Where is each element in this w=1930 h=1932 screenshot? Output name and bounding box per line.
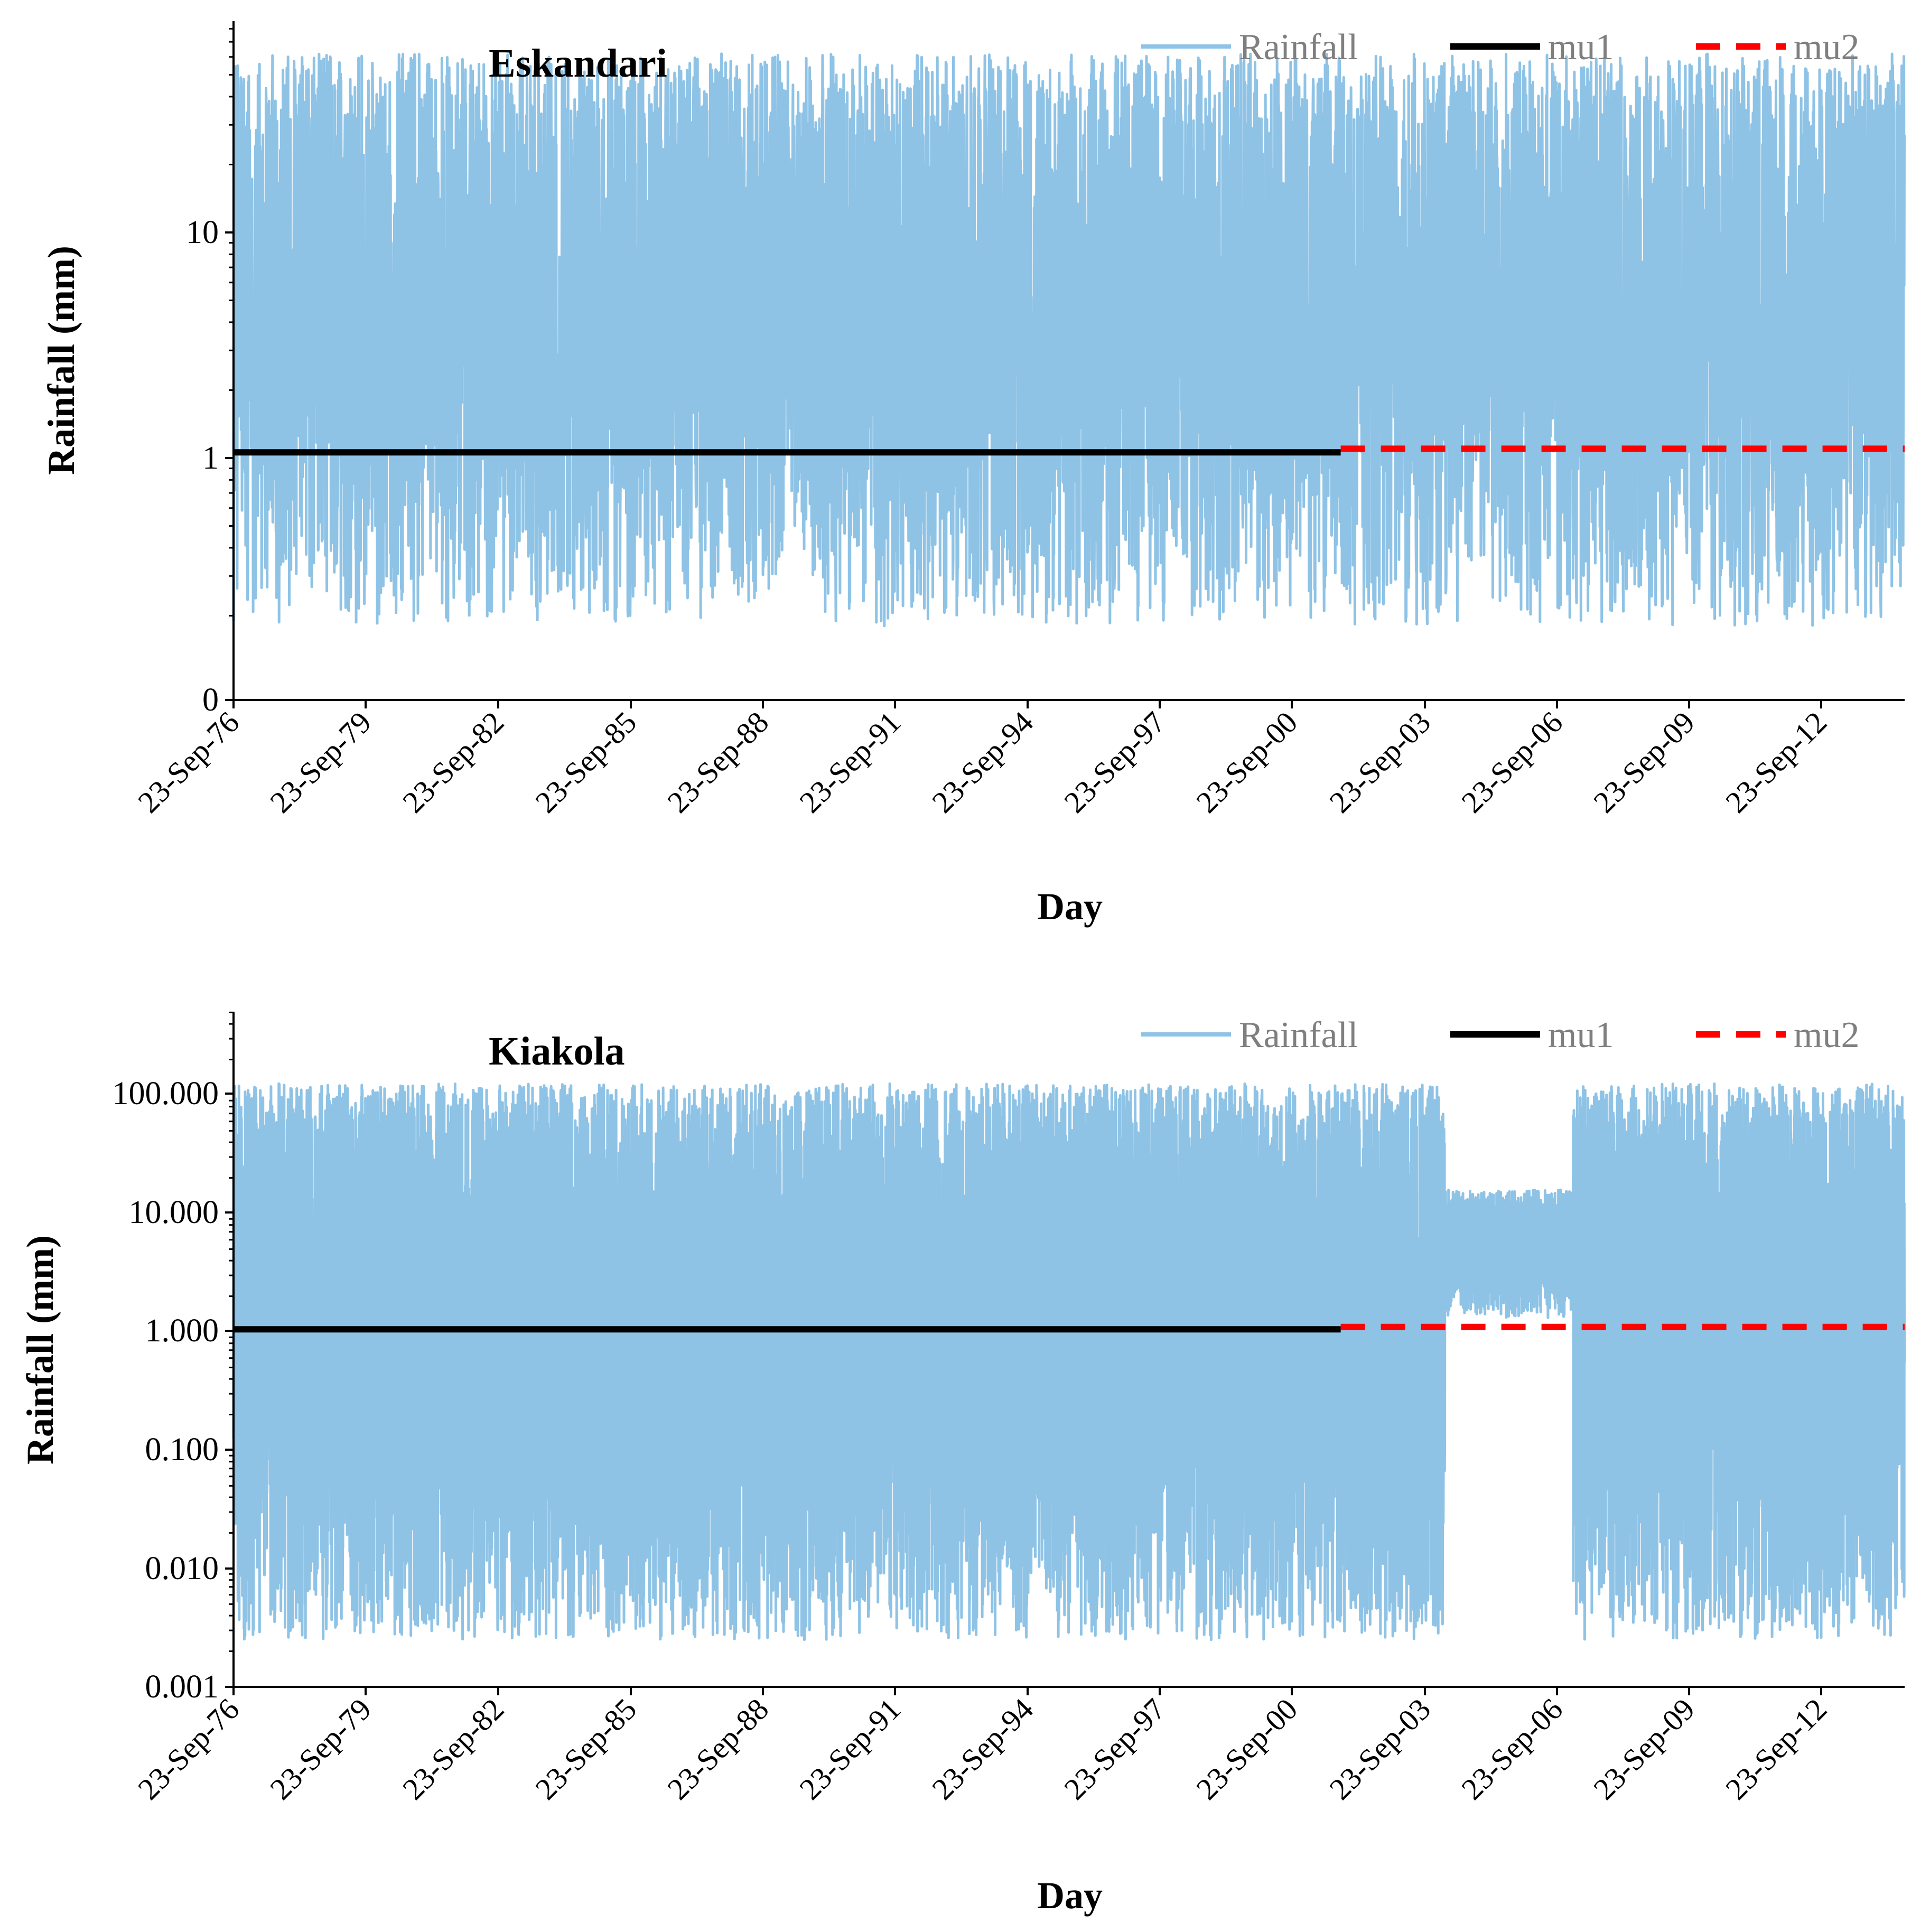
kiakola-legend-mu1-label: mu1 — [1548, 1015, 1614, 1056]
kiakola-y-tick-label: 0.001 — [145, 1669, 219, 1705]
kiakola-x-tick-label: 23-Sep-06 — [1455, 1692, 1569, 1806]
kiakola-y-axis-title: Rainfall (mm) — [19, 1235, 61, 1464]
eskandari-rainfall-path — [232, 52, 1906, 628]
kiakola-x-tick-label: 23-Sep-82 — [396, 1692, 510, 1806]
eskandari-legend-mu2-label: mu2 — [1794, 27, 1859, 68]
eskandari-x-tick-label: 23-Sep-85 — [528, 705, 643, 819]
eskandari-x-tick-label: 23-Sep-91 — [792, 705, 907, 819]
eskandari-x-tick-label: 23-Sep-12 — [1719, 705, 1833, 819]
kiakola-y-tick-label: 0.100 — [145, 1432, 219, 1468]
kiakola-legend-mu2-label: mu2 — [1794, 1015, 1859, 1056]
kiakola-x-tick-label: 23-Sep-91 — [792, 1692, 907, 1806]
kiakola-y-tick-label: 10.000 — [129, 1194, 219, 1230]
eskandari-x-tick-label: 23-Sep-06 — [1455, 705, 1569, 819]
kiakola-x-tick-label: 23-Sep-88 — [660, 1692, 775, 1806]
eskandari-legend-rainfall-label: Rainfall — [1239, 27, 1358, 68]
kiakola-x-tick-label: 23-Sep-94 — [925, 1692, 1040, 1806]
eskandari-y-tick-label: 0 — [202, 682, 219, 718]
kiakola-chart: 0.001 0.010 0.100 1.000 10.000 100.000 23-Sep… — [19, 1011, 1906, 1917]
kiakola-legend: Rainfall mu1 mu2 — [1141, 1015, 1859, 1056]
kiakola-x-tick-label: 23-Sep-00 — [1189, 1692, 1304, 1806]
eskandari-x-tick-label: 23-Sep-82 — [396, 705, 510, 819]
eskandari-x-ticks: 23-Sep-76 23-Sep-79 23-Sep-82 23-Sep-85 23-S… — [131, 700, 1833, 819]
kiakola-x-tick-label: 23-Sep-12 — [1719, 1692, 1833, 1806]
eskandari-x-tick-label: 23-Sep-97 — [1057, 705, 1172, 819]
kiakola-legend-rainfall-label: Rainfall — [1239, 1015, 1358, 1056]
eskandari-x-tick-label: 23-Sep-94 — [925, 705, 1040, 819]
kiakola-y-tick-label: 0.010 — [145, 1551, 219, 1586]
eskandari-y-tick-label: 1 — [202, 440, 219, 476]
kiakola-rainfall-series — [232, 1082, 1906, 1641]
kiakola-y-tick-label: 1.000 — [145, 1313, 219, 1349]
kiakola-chart-title: Kiakola — [489, 1029, 625, 1074]
eskandari-rainfall-series — [232, 52, 1906, 628]
eskandari-x-tick-label: 23-Sep-00 — [1189, 705, 1304, 819]
eskandari-x-axis-title: Day — [1037, 885, 1103, 928]
eskandari-x-tick-label: 23-Sep-09 — [1587, 705, 1701, 819]
kiakola-x-tick-label: 23-Sep-85 — [528, 1692, 643, 1806]
kiakola-x-tick-label: 23-Sep-79 — [263, 1692, 378, 1806]
eskandari-x-tick-label: 23-Sep-03 — [1322, 705, 1437, 819]
kiakola-x-tick-label: 23-Sep-97 — [1057, 1692, 1172, 1806]
eskandari-y-axis-title: Rainfall (mm) — [40, 246, 82, 475]
eskandari-x-tick-label: 23-Sep-76 — [131, 705, 246, 819]
kiakola-y-ticks: 0.001 0.010 0.100 1.000 10.000 100.000 — [113, 1011, 234, 1705]
kiakola-x-ticks: 23-Sep-76 23-Sep-79 23-Sep-82 23-Sep-85 23-S… — [131, 1687, 1833, 1806]
eskandari-y-ticks: 0 1 10 — [186, 27, 234, 718]
kiakola-x-tick-label: 23-Sep-76 — [131, 1692, 246, 1806]
kiakola-x-tick-label: 23-Sep-09 — [1587, 1692, 1701, 1806]
eskandari-y-tick-label: 10 — [186, 214, 219, 250]
eskandari-chart-title: Eskandari — [489, 41, 667, 86]
eskandari-x-tick-label: 23-Sep-88 — [660, 705, 775, 819]
eskandari-legend: Rainfall mu1 mu2 — [1141, 27, 1859, 68]
kiakola-x-axis-title: Day — [1037, 1874, 1103, 1917]
eskandari-x-tick-label: 23-Sep-79 — [263, 705, 378, 819]
kiakola-x-tick-label: 23-Sep-03 — [1322, 1692, 1437, 1806]
kiakola-rainfall-path — [232, 1082, 1906, 1641]
kiakola-y-tick-label: 100.000 — [113, 1076, 219, 1112]
eskandari-legend-mu1-label: mu1 — [1548, 27, 1614, 68]
